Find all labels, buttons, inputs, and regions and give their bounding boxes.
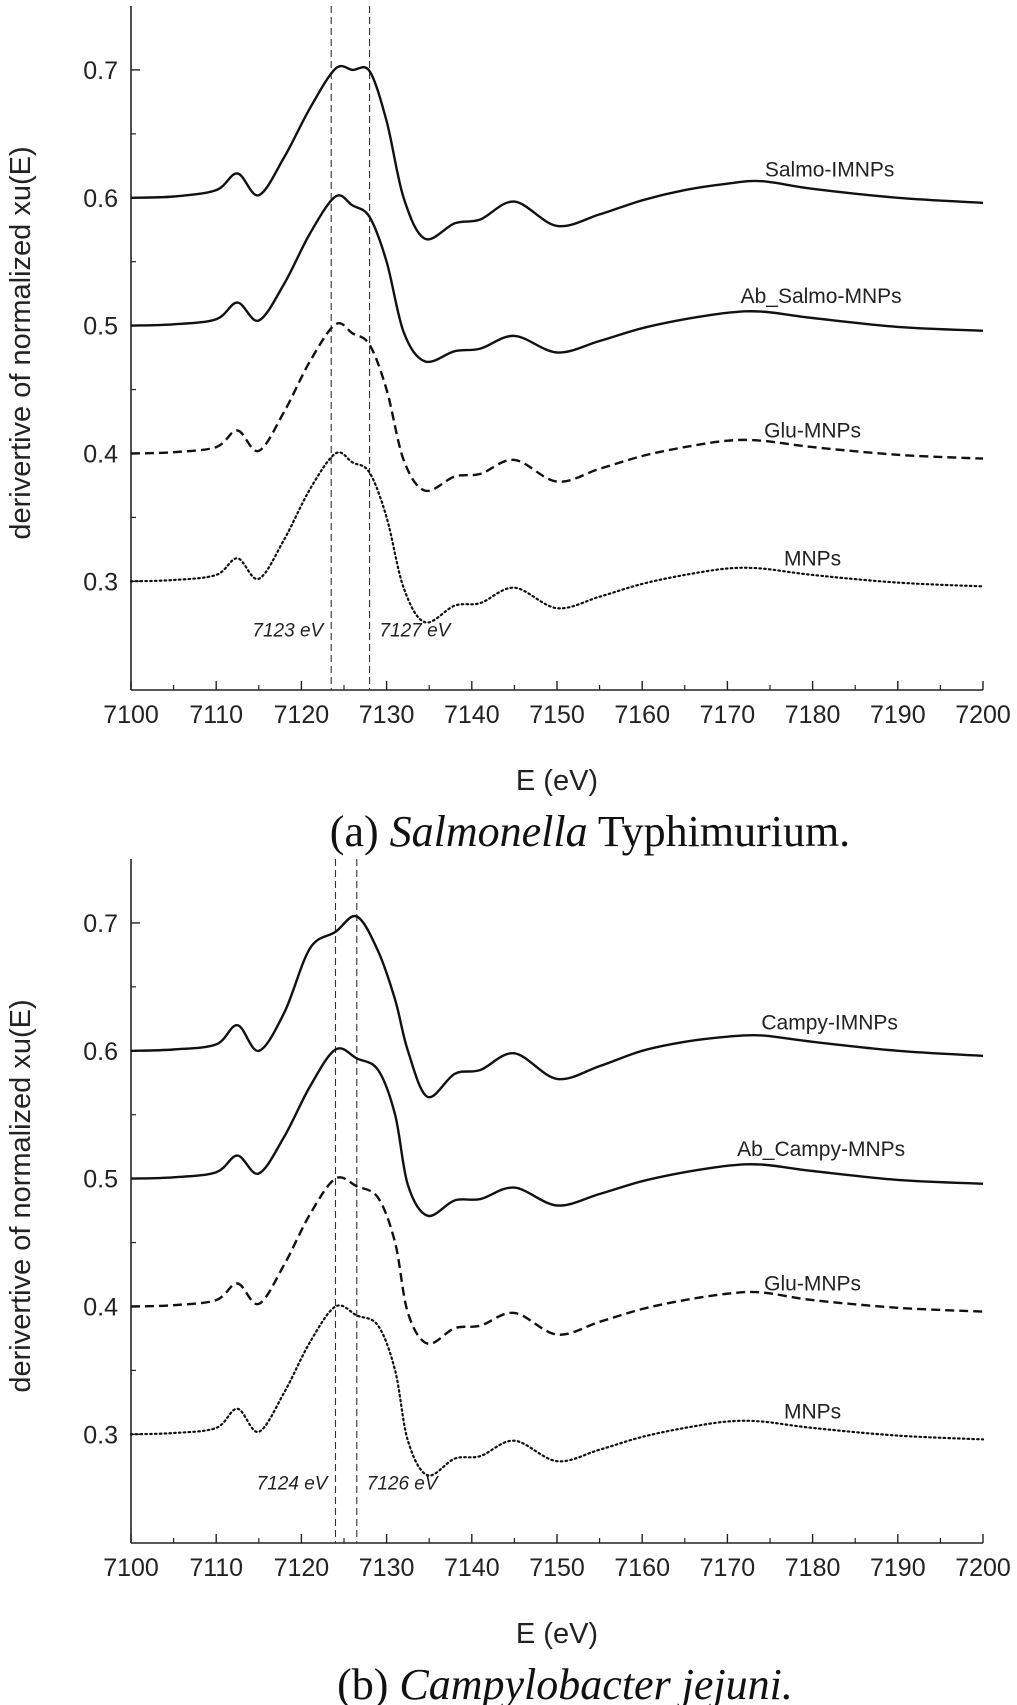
series-line-ab-campy-mnps [130,1047,984,1218]
x-tick-label: 7180 [785,701,841,729]
y-tick-label: 0.5 [83,313,118,341]
reference-line-label: 7127 eV [380,620,453,641]
x-axis-title: E (eV) [516,1618,598,1650]
series-label: MNPs [784,1400,841,1423]
reference-line-label: 7123 eV [252,620,325,641]
x-tick-label: 7180 [785,1554,841,1582]
y-tick-label: 0.6 [83,1038,118,1066]
x-tick-label: 7120 [274,1554,330,1582]
x-tick-label: 7130 [359,701,415,729]
caption-suffix: Typhimurium. [588,807,851,856]
panel-caption: (b) Campylobacter jejuni. [337,1660,793,1705]
series-line-mnps [129,1304,985,1477]
x-tick-label: 7110 [189,701,243,729]
series-label: Ab_Salmo-MNPs [741,285,902,308]
caption-italic: Campylobacter jejuni. [399,1660,793,1705]
x-tick-label: 7140 [444,701,500,729]
series-label: Ab_Campy-MNPs [737,1138,905,1161]
x-axis-title: E (eV) [516,765,598,797]
x-tick-label: 7160 [614,1554,670,1582]
panel-a-salmonella: derivertive of normalized xu(E) E (eV) (… [5,6,1011,856]
series-line-ab-salmo-mnps [130,194,984,364]
series-label: Glu-MNPs [764,1272,861,1295]
x-tick-label: 7150 [529,701,585,729]
series-label: Campy-IMNPs [761,1012,898,1035]
caption-prefix: (a) [330,807,390,856]
x-tick-label: 7160 [614,701,670,729]
x-tick-label: 7110 [189,1554,243,1582]
y-tick-label: 0.7 [83,910,118,938]
series-label: Glu-MNPs [764,419,861,442]
y-tick-label: 0.3 [83,1421,118,1449]
series-line-salmo-imnps [130,64,984,241]
series-line-glu-mnps [130,1176,984,1345]
y-tick-label: 0.4 [83,1293,118,1321]
y-tick-label: 0.4 [83,440,118,468]
panel-b-campylobacter: derivertive of normalized xu(E) E (eV) (… [5,859,1011,1705]
series-line-glu-mnps [130,322,984,493]
y-tick-label: 0.7 [83,57,118,85]
caption-prefix: (b) [337,1660,399,1705]
x-tick-label: 7130 [359,1554,415,1582]
x-tick-label: 7190 [870,701,926,729]
y-tick-label: 0.3 [83,568,118,596]
x-tick-label: 7100 [103,1554,159,1582]
x-tick-label: 7200 [955,701,1011,729]
x-tick-label: 7100 [103,701,159,729]
series-label: Salmo-IMNPs [765,159,895,182]
y-tick-label: 0.5 [83,1166,118,1194]
reference-line-label: 7124 eV [257,1473,330,1494]
caption-italic: Salmonella [390,807,588,856]
reference-line-label: 7126 eV [367,1473,440,1494]
x-tick-label: 7120 [274,701,330,729]
series-label: MNPs [784,547,841,570]
y-axis-title: derivertive of normalized xu(E) [5,999,37,1392]
y-axis-title: derivertive of normalized xu(E) [5,146,37,539]
x-tick-label: 7170 [700,701,756,729]
y-tick-label: 0.6 [83,185,118,213]
x-tick-label: 7200 [955,1554,1011,1582]
series-line-campy-imnps [130,914,984,1099]
x-tick-label: 7150 [529,1554,585,1582]
series-line-mnps [129,451,985,624]
panel-caption: (a) Salmonella Typhimurium. [330,807,850,856]
x-tick-label: 7170 [700,1554,756,1582]
x-tick-label: 7140 [444,1554,500,1582]
x-tick-label: 7190 [870,1554,926,1582]
